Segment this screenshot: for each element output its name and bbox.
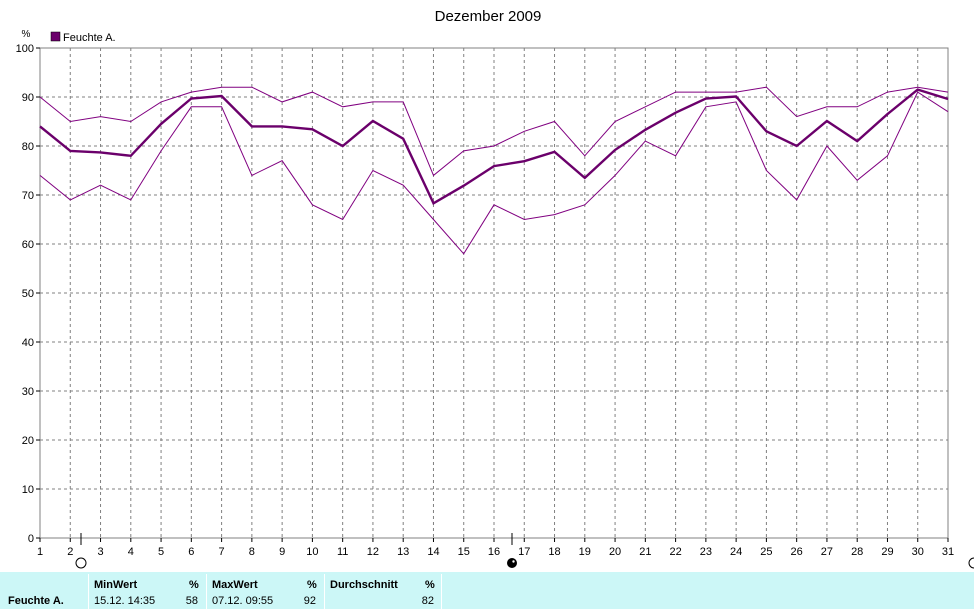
y-tick-label: 80 <box>22 141 34 153</box>
y-tick-label: 30 <box>22 386 34 398</box>
x-tick-label: 9 <box>279 546 285 558</box>
x-tick-label: 12 <box>367 546 379 558</box>
min-header: MinWert <box>94 579 138 591</box>
x-tick-label: 5 <box>158 546 164 558</box>
max-value: 92 <box>303 595 316 607</box>
filled-circle-icon[interactable] <box>507 558 517 568</box>
avg-header: Durchschnitt <box>330 579 398 591</box>
min-time: 15.12. 14:35 <box>94 595 156 607</box>
x-tick-label: 16 <box>488 546 500 558</box>
x-axis: 1 2 3 4 5 6 7 8 9 10 11 12 13 14 15 16 17 18 19 20 21 22 23 24 2… <box>37 538 954 558</box>
y-tick-label: 0 <box>28 533 34 545</box>
x-tick-label: 20 <box>609 546 621 558</box>
y-tick-label: 90 <box>22 92 34 104</box>
x-tick-label: 30 <box>912 546 924 558</box>
legend-swatch <box>50 31 61 42</box>
x-tick-label: 21 <box>639 546 651 558</box>
chart: Dezember 2009 % Feuchte A. 0102030405060… <box>16 8 974 569</box>
y-tick-label: 60 <box>22 239 34 251</box>
max-header: MaxWert <box>212 579 258 591</box>
range-markers <box>75 533 974 569</box>
x-tick-label: 2 <box>67 546 73 558</box>
x-tick-label: 1 <box>37 546 43 558</box>
y-tick-label: 100 <box>16 43 34 55</box>
legend-label: Feuchte A. <box>63 32 116 44</box>
open-circle-icon[interactable] <box>75 557 87 569</box>
x-tick-label: 22 <box>669 546 681 558</box>
min-value: 58 <box>185 595 198 607</box>
x-tick-label: 25 <box>760 546 772 558</box>
filled-circle-icon-inner <box>512 560 515 563</box>
x-tick-label: 19 <box>579 546 591 558</box>
series-line-max <box>39 86 949 177</box>
y-tick-label: 10 <box>22 484 34 496</box>
x-tick-label: 6 <box>188 546 194 558</box>
x-tick-label: 17 <box>518 546 530 558</box>
y-axis: 0 10 20 30 40 50 60 70 80 90 100 <box>16 43 40 545</box>
statistics-bar: Feuchte A. MinWert % 15.12. 14:35 58 Max… <box>0 572 974 609</box>
row-label: Feuchte A. <box>8 595 64 607</box>
x-tick-label: 18 <box>548 546 560 558</box>
x-tick-label: 14 <box>427 546 439 558</box>
y-axis-unit: % <box>22 29 31 40</box>
x-tick-label: 15 <box>458 546 470 558</box>
max-unit: % <box>307 579 317 591</box>
x-tick-label: 28 <box>851 546 863 558</box>
series-line-min <box>39 91 949 255</box>
chart-title: Dezember 2009 <box>435 8 542 25</box>
x-tick-label: 24 <box>730 546 742 558</box>
series-line-average <box>39 88 949 205</box>
x-tick-label: 31 <box>942 546 954 558</box>
y-tick-label: 40 <box>22 337 34 349</box>
grid <box>40 48 948 538</box>
max-time: 07.12. 09:55 <box>212 595 274 607</box>
x-tick-label: 13 <box>397 546 409 558</box>
avg-value: 82 <box>421 595 434 607</box>
x-tick-label: 10 <box>306 546 318 558</box>
x-tick-label: 23 <box>700 546 712 558</box>
x-tick-label: 11 <box>337 546 348 558</box>
y-tick-label: 50 <box>22 288 34 300</box>
x-tick-label: 3 <box>97 546 103 558</box>
x-tick-label: 7 <box>219 546 225 558</box>
x-tick-label: 29 <box>881 546 893 558</box>
legend: Feuchte A. <box>50 31 116 44</box>
y-tick-label: 70 <box>22 190 34 202</box>
min-unit: % <box>189 579 199 591</box>
avg-unit: % <box>425 579 435 591</box>
x-tick-label: 27 <box>821 546 833 558</box>
x-tick-label: 8 <box>249 546 255 558</box>
open-circle-icon-right[interactable] <box>968 557 974 569</box>
series <box>39 86 949 255</box>
y-tick-label: 20 <box>22 435 34 447</box>
x-tick-label: 4 <box>128 546 134 558</box>
x-tick-label: 26 <box>791 546 803 558</box>
